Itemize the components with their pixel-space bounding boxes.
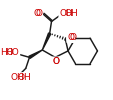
- Text: O: O: [69, 33, 76, 42]
- Text: OH: OH: [11, 73, 24, 82]
- Text: HO: HO: [6, 48, 19, 57]
- Text: O: O: [67, 33, 74, 42]
- Text: OH: OH: [59, 9, 72, 18]
- Text: OH: OH: [64, 9, 77, 18]
- Polygon shape: [29, 50, 42, 58]
- Text: OH: OH: [17, 73, 31, 82]
- Text: O: O: [67, 33, 74, 42]
- Text: OH: OH: [11, 73, 24, 82]
- Text: OH: OH: [59, 9, 72, 18]
- Text: O: O: [35, 9, 42, 18]
- Text: O: O: [33, 9, 40, 18]
- Text: HO: HO: [1, 48, 14, 57]
- Text: O: O: [52, 57, 59, 66]
- Text: O: O: [52, 57, 59, 66]
- Polygon shape: [42, 33, 50, 50]
- Text: O: O: [35, 9, 42, 18]
- Text: O: O: [52, 57, 59, 66]
- Text: HO: HO: [6, 48, 19, 57]
